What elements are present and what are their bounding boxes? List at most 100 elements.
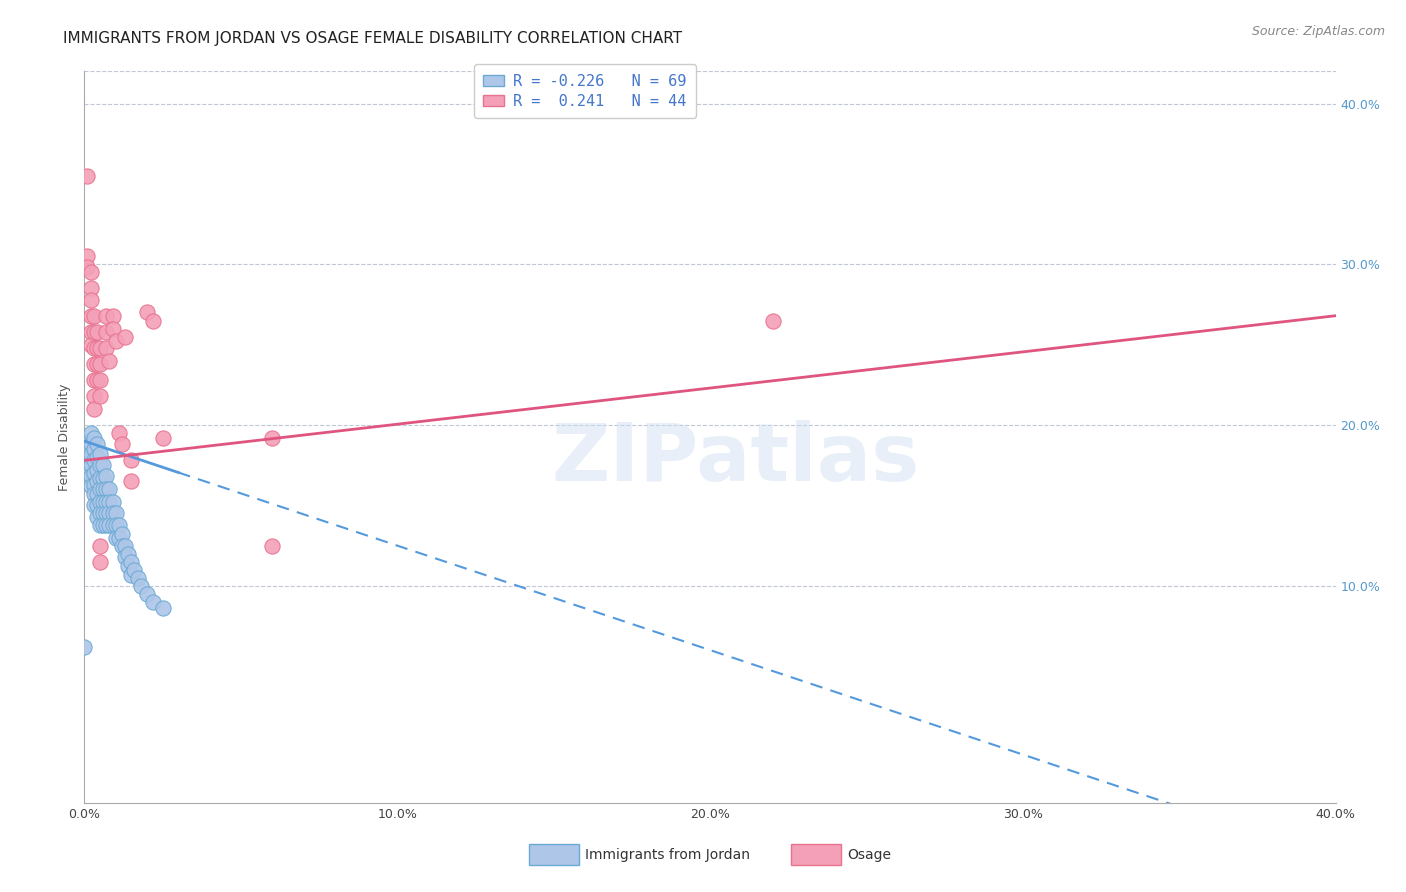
Legend: R = -0.226   N = 69, R =  0.241   N = 44: R = -0.226 N = 69, R = 0.241 N = 44 bbox=[474, 64, 696, 118]
Point bbox=[91, 483, 114, 497]
Point bbox=[96, 341, 118, 355]
Point bbox=[86, 475, 108, 489]
Point bbox=[86, 499, 108, 513]
Point bbox=[101, 321, 124, 335]
Point bbox=[83, 467, 105, 481]
Point bbox=[89, 341, 111, 355]
Point bbox=[101, 309, 124, 323]
Text: IMMIGRANTS FROM JORDAN VS OSAGE FEMALE DISABILITY CORRELATION CHART: IMMIGRANTS FROM JORDAN VS OSAGE FEMALE D… bbox=[63, 31, 682, 46]
Point bbox=[76, 442, 98, 457]
Point bbox=[79, 469, 101, 483]
Point bbox=[152, 431, 174, 445]
FancyBboxPatch shape bbox=[529, 845, 579, 865]
Point bbox=[89, 471, 111, 485]
Point bbox=[107, 425, 129, 440]
FancyBboxPatch shape bbox=[792, 845, 841, 865]
Point bbox=[83, 487, 105, 501]
Point bbox=[83, 389, 105, 403]
Point bbox=[117, 559, 139, 574]
Point bbox=[111, 437, 134, 451]
Point bbox=[120, 555, 142, 569]
Point bbox=[104, 531, 127, 545]
Point bbox=[76, 260, 98, 275]
Point bbox=[91, 507, 114, 521]
Point bbox=[83, 477, 105, 491]
Point bbox=[120, 567, 142, 582]
Point bbox=[129, 579, 152, 593]
Point bbox=[91, 495, 114, 509]
Point bbox=[98, 507, 121, 521]
Point bbox=[83, 373, 105, 387]
Point bbox=[96, 469, 118, 483]
Point bbox=[117, 547, 139, 561]
Point bbox=[114, 539, 136, 553]
Text: Immigrants from Jordan: Immigrants from Jordan bbox=[585, 847, 749, 862]
Point bbox=[86, 373, 108, 387]
Point bbox=[101, 507, 124, 521]
Point bbox=[79, 281, 101, 295]
Point bbox=[104, 517, 127, 532]
Point bbox=[83, 401, 105, 416]
Point bbox=[136, 587, 159, 601]
Point bbox=[83, 325, 105, 339]
Y-axis label: Female Disability: Female Disability bbox=[58, 384, 72, 491]
Point bbox=[79, 458, 101, 473]
Point bbox=[104, 334, 127, 349]
Point bbox=[120, 475, 142, 489]
Point bbox=[76, 453, 98, 467]
Point bbox=[111, 527, 134, 541]
Point bbox=[262, 431, 284, 445]
Point bbox=[76, 169, 98, 183]
Point bbox=[79, 479, 101, 493]
Point bbox=[98, 483, 121, 497]
Text: ZIPatlas: ZIPatlas bbox=[551, 420, 920, 498]
Point bbox=[89, 517, 111, 532]
Point bbox=[89, 447, 111, 461]
Point bbox=[83, 442, 105, 457]
Point bbox=[89, 389, 111, 403]
Point bbox=[76, 463, 98, 477]
Point bbox=[86, 341, 108, 355]
Point bbox=[83, 309, 105, 323]
Point bbox=[104, 507, 127, 521]
Point bbox=[79, 293, 101, 307]
Point bbox=[89, 357, 111, 371]
Point bbox=[142, 313, 165, 327]
Point bbox=[120, 453, 142, 467]
Point bbox=[114, 549, 136, 564]
Point bbox=[114, 329, 136, 343]
Point bbox=[79, 325, 101, 339]
Point bbox=[96, 309, 118, 323]
Point bbox=[96, 507, 118, 521]
Point bbox=[79, 337, 101, 351]
Point bbox=[83, 341, 105, 355]
Point bbox=[86, 487, 108, 501]
Point bbox=[124, 563, 146, 577]
Point bbox=[86, 437, 108, 451]
Text: Osage: Osage bbox=[848, 847, 891, 862]
Point bbox=[89, 373, 111, 387]
Point bbox=[86, 463, 108, 477]
Point bbox=[83, 453, 105, 467]
Point bbox=[136, 305, 159, 319]
Point bbox=[79, 265, 101, 279]
Point bbox=[98, 353, 121, 368]
Point bbox=[89, 507, 111, 521]
Point bbox=[89, 495, 111, 509]
Point bbox=[89, 483, 111, 497]
Point bbox=[73, 640, 96, 654]
Point bbox=[96, 325, 118, 339]
Point bbox=[91, 458, 114, 473]
Point bbox=[86, 325, 108, 339]
Point bbox=[79, 447, 101, 461]
Point bbox=[152, 601, 174, 615]
Point bbox=[89, 458, 111, 473]
Point bbox=[91, 471, 114, 485]
Point bbox=[96, 517, 118, 532]
Text: Source: ZipAtlas.com: Source: ZipAtlas.com bbox=[1251, 25, 1385, 38]
Point bbox=[107, 517, 129, 532]
Point bbox=[96, 483, 118, 497]
Point bbox=[79, 437, 101, 451]
Point bbox=[101, 517, 124, 532]
Point bbox=[86, 357, 108, 371]
